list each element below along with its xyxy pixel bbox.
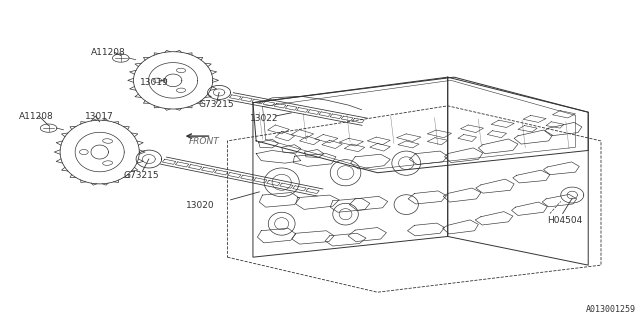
Text: 13020: 13020 (186, 201, 214, 210)
Text: 13017: 13017 (85, 112, 114, 121)
Text: A013001259: A013001259 (586, 305, 636, 314)
Text: FRONT: FRONT (189, 137, 220, 146)
Text: H04504: H04504 (547, 216, 582, 225)
Text: G73215: G73215 (198, 100, 234, 109)
Text: G73215: G73215 (124, 172, 159, 180)
Text: 13022: 13022 (250, 114, 278, 123)
Text: A11208: A11208 (92, 48, 126, 57)
Text: A11208: A11208 (19, 112, 53, 121)
Text: 13019: 13019 (140, 78, 169, 87)
